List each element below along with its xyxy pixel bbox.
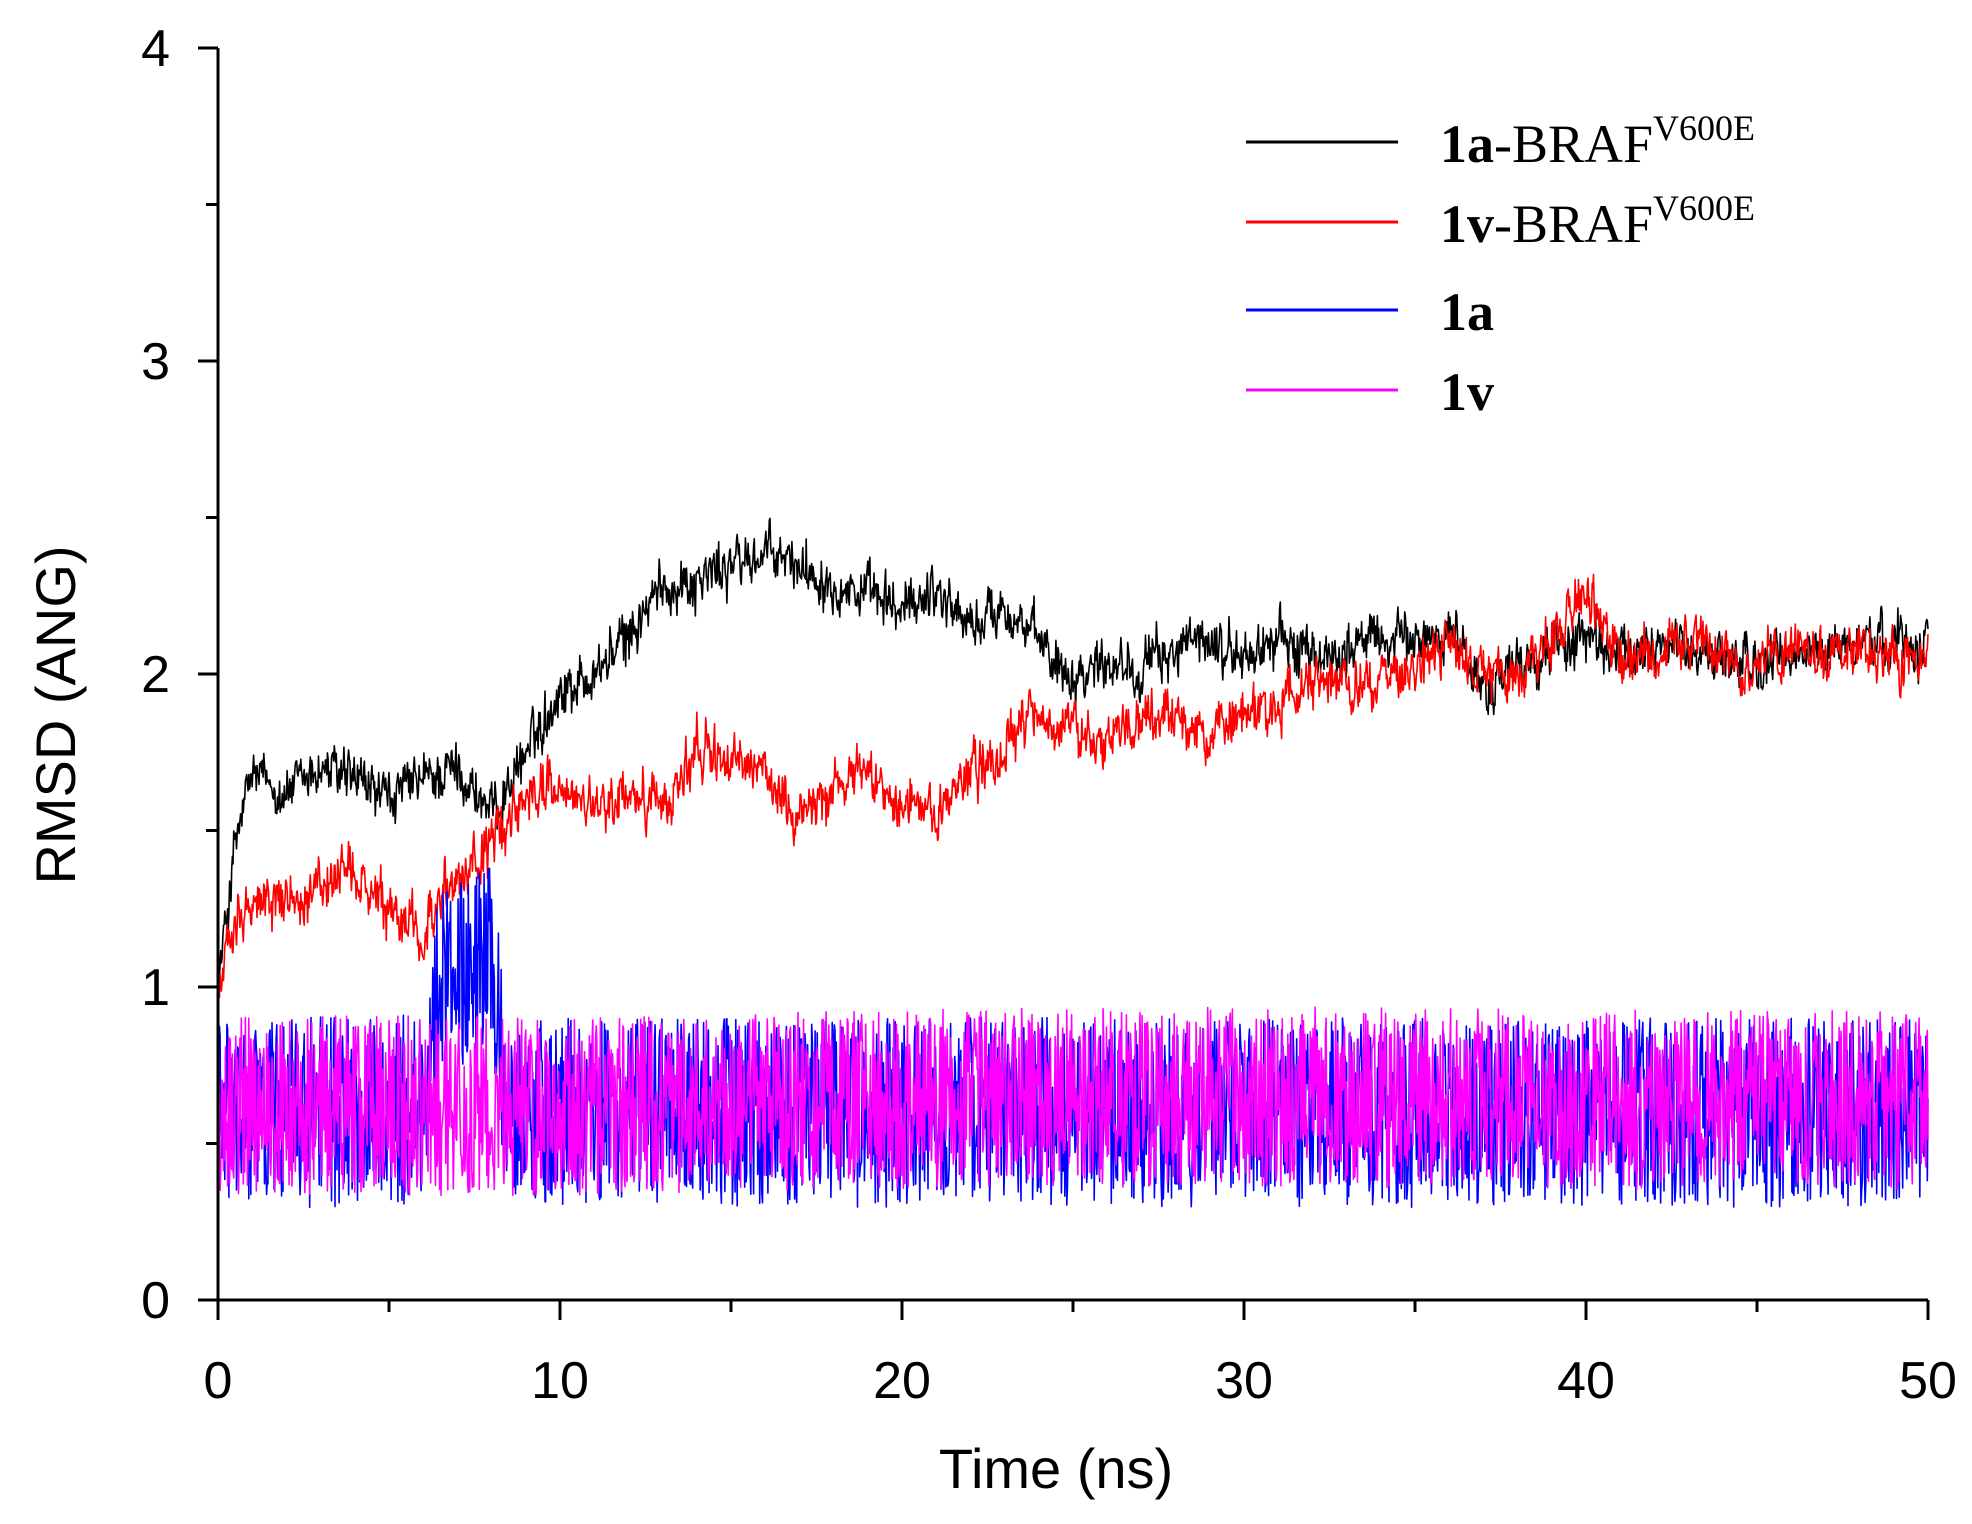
series-line-s4 — [217, 1006, 1929, 1197]
y-tick-label: 0 — [141, 1272, 170, 1330]
legend-label-1a: 1a — [1440, 282, 1494, 342]
legend-item-1a-braf: 1a-BRAFV600E — [1246, 108, 1755, 174]
axis-ticks — [198, 46, 1930, 1320]
y-tick-label: 2 — [141, 646, 170, 704]
x-tick-labels: 0 10 20 30 40 50 — [204, 1352, 1957, 1410]
legend-label-1v: 1v — [1440, 362, 1494, 422]
series-line-s2 — [217, 573, 1929, 1022]
x-tick-label: 10 — [531, 1352, 589, 1410]
y-tick-label: 1 — [141, 959, 170, 1017]
series-layer — [217, 517, 1929, 1209]
x-tick-label: 30 — [1215, 1352, 1273, 1410]
y-tick-label: 4 — [141, 20, 170, 78]
y-axis-title: RMSD (ANG) — [24, 545, 87, 884]
x-tick-label: 20 — [873, 1352, 931, 1410]
x-tick-label: 50 — [1899, 1352, 1957, 1410]
x-tick-label: 40 — [1557, 1352, 1615, 1410]
y-tick-label: 3 — [141, 333, 170, 391]
x-tick-label: 0 — [204, 1352, 233, 1410]
x-axis-title: Time (ns) — [939, 1437, 1173, 1500]
y-tick-labels: 0 1 2 3 4 — [141, 20, 170, 1330]
legend-item-1v: 1v — [1246, 362, 1494, 422]
legend: 1a-BRAFV600E 1v-BRAFV600E 1a 1v — [1246, 108, 1755, 422]
legend-label-1a-braf: 1a-BRAFV600E — [1440, 108, 1755, 174]
legend-label-1v-braf: 1v-BRAFV600E — [1440, 188, 1755, 254]
legend-item-1v-braf: 1v-BRAFV600E — [1246, 188, 1755, 254]
legend-item-1a: 1a — [1246, 282, 1494, 342]
